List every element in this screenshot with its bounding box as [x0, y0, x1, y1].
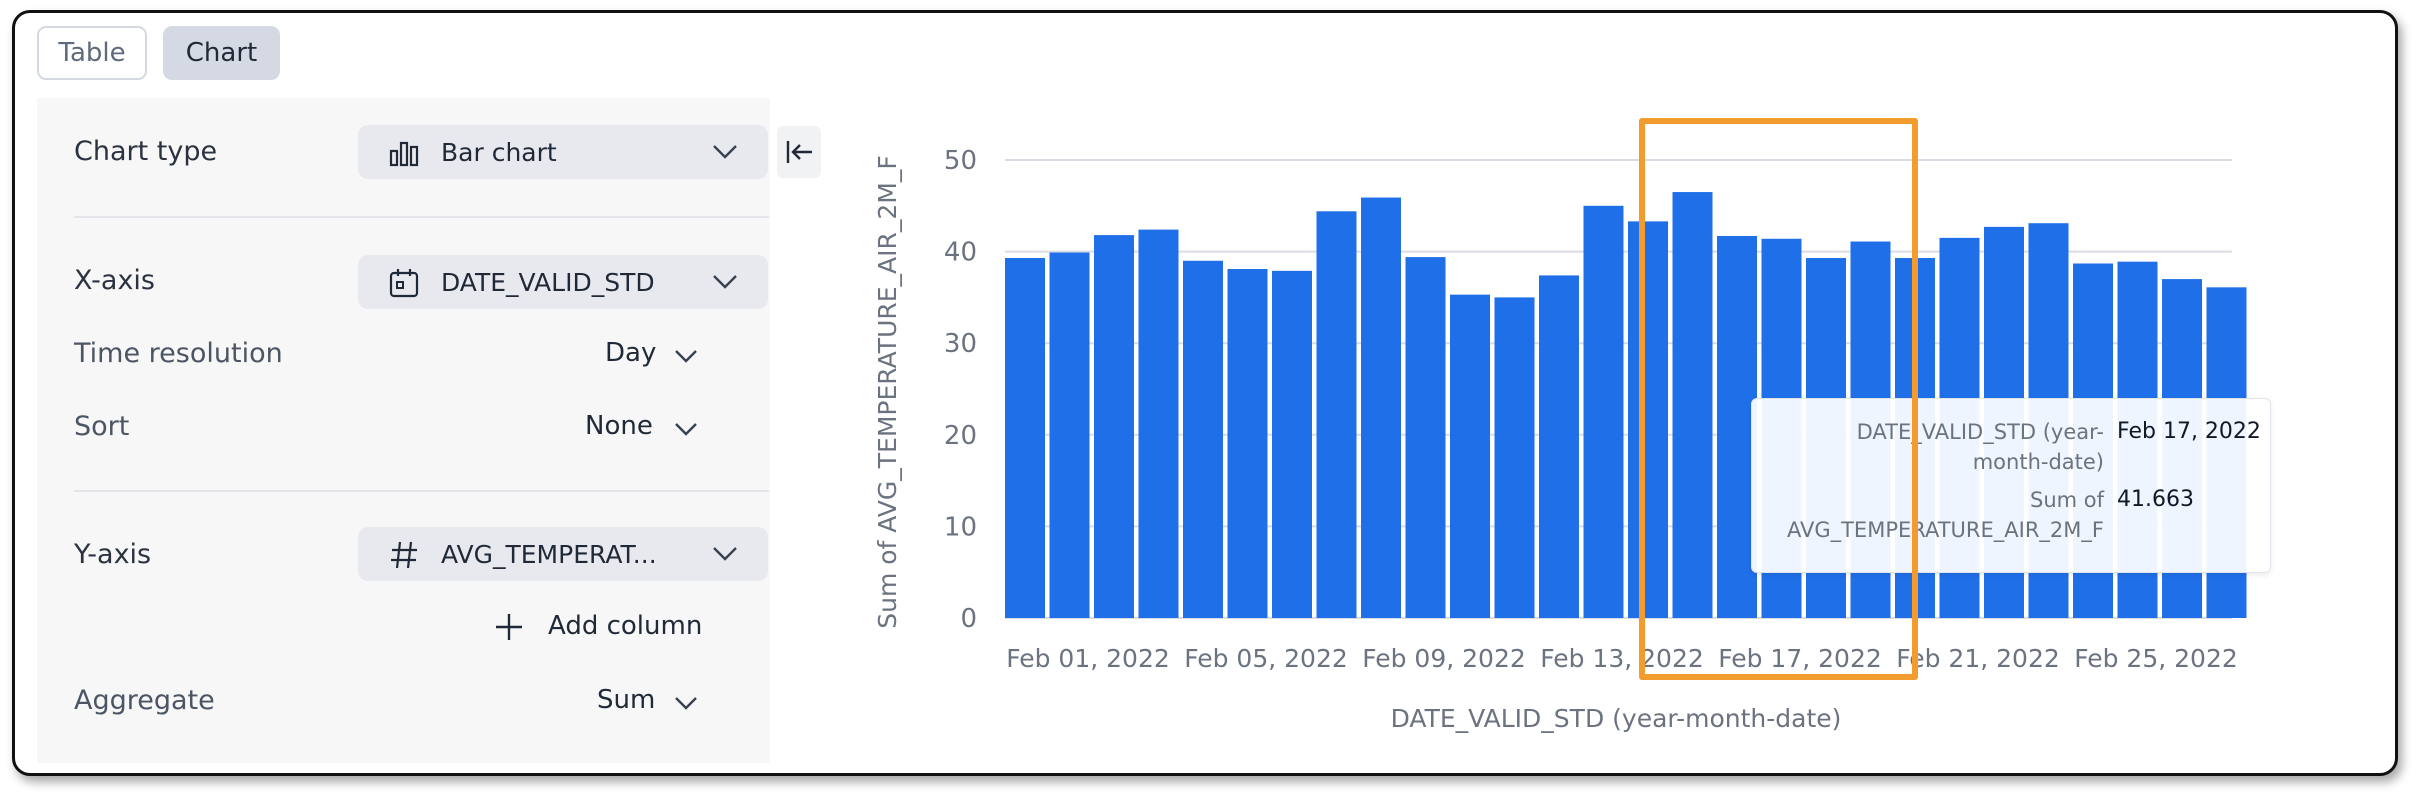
- y-axis-select[interactable]: AVG_TEMPERAT...: [358, 527, 768, 581]
- bar-feb-06-2022[interactable]: [1227, 269, 1268, 618]
- x-axis-label: X-axis: [74, 265, 155, 296]
- x-tick-label: Feb 21, 2022: [1896, 644, 2060, 673]
- bar-feb-04-2022[interactable]: [1138, 229, 1179, 618]
- bar-feb-11-2022[interactable]: [1450, 294, 1490, 618]
- x-tick-label: Feb 09, 2022: [1362, 644, 1526, 673]
- bar-feb-13-2022[interactable]: [1539, 275, 1579, 618]
- sort-value: None: [585, 411, 653, 441]
- bar-feb-07-2022[interactable]: [1272, 270, 1312, 618]
- y-tick-label: 20: [944, 421, 977, 451]
- tab-chart[interactable]: Chart: [163, 26, 280, 80]
- tooltip-key-date: DATE_VALID_STD (year- month-date): [1856, 420, 2104, 474]
- y-tick-label: 40: [944, 238, 977, 268]
- bar-feb-10-2022[interactable]: [1405, 257, 1446, 618]
- bar-feb-02-2022[interactable]: [1049, 252, 1090, 619]
- x-tick-label: Feb 25, 2022: [2074, 644, 2238, 673]
- bar-feb-14-2022[interactable]: [1583, 205, 1624, 619]
- bar-feb-05-2022[interactable]: [1183, 260, 1223, 618]
- x-axis-select[interactable]: DATE_VALID_STD: [358, 255, 768, 309]
- bar-feb-16-2022[interactable]: [1672, 192, 1713, 618]
- x-axis-value: DATE_VALID_STD: [441, 268, 655, 297]
- x-tick-label: Feb 01, 2022: [1006, 644, 1170, 673]
- y-tick-label: 30: [944, 329, 977, 359]
- collapse-panel-button[interactable]: [777, 126, 821, 178]
- x-tick-label: Feb 05, 2022: [1184, 644, 1348, 673]
- aggregate-value: Sum: [597, 685, 656, 715]
- chevron-down-icon: [713, 275, 737, 289]
- y-axis-label: Y-axis: [74, 539, 152, 570]
- bar-feb-09-2022[interactable]: [1361, 197, 1401, 618]
- bar-feb-12-2022[interactable]: [1494, 297, 1535, 618]
- calendar-icon: [389, 269, 419, 298]
- divider: [74, 490, 769, 492]
- y-tick-label: 0: [960, 604, 977, 634]
- x-axis-title: DATE_VALID_STD (year-month-date): [1391, 704, 1842, 733]
- add-column-label: Add column: [548, 611, 703, 641]
- time-resolution-label: Time resolution: [74, 338, 283, 369]
- bar-feb-15-2022[interactable]: [1628, 221, 1668, 618]
- chart-settings-panel: Chart type Bar chart X-axis DATE_VALID_S…: [37, 98, 770, 763]
- y-tick-label: 10: [944, 512, 977, 542]
- chart-tooltip: DATE_VALID_STD (year- month-date) Feb 17…: [1751, 398, 2271, 573]
- sort-label: Sort: [74, 411, 130, 442]
- y-axis-title: Sum of AVG_TEMPERATURE_AIR_2M_F: [873, 155, 902, 629]
- chevron-down-icon: [675, 350, 697, 363]
- chart-type-select[interactable]: Bar chart: [358, 125, 768, 179]
- chevron-down-icon: [713, 145, 737, 159]
- highlight-box: [1639, 118, 1918, 680]
- x-tick-label: Feb 17, 2022: [1718, 644, 1882, 673]
- chevron-down-icon: [675, 423, 697, 436]
- y-tick-label: 50: [944, 146, 977, 176]
- bar-feb-17-2022[interactable]: [1717, 236, 1757, 618]
- divider: [74, 216, 769, 218]
- chevron-down-icon: [675, 697, 697, 710]
- chart-type-value: Bar chart: [441, 138, 557, 167]
- tooltip-key-sum: Sum of AVG_TEMPERATURE_AIR_2M_F: [1786, 488, 2104, 542]
- bar-feb-01-2022[interactable]: [1005, 258, 1045, 618]
- tab-table[interactable]: Table: [37, 26, 147, 80]
- time-resolution-value: Day: [605, 338, 657, 368]
- tooltip-value-sum: 41.663: [2117, 487, 2194, 512]
- aggregate-label: Aggregate: [74, 685, 215, 716]
- chart-type-label: Chart type: [74, 136, 218, 167]
- plus-icon: [496, 614, 522, 640]
- chevron-down-icon: [713, 547, 737, 561]
- tooltip-value-date: Feb 17, 2022: [2117, 419, 2261, 444]
- bar-chart-icon: [389, 141, 419, 167]
- y-axis-value: AVG_TEMPERAT...: [441, 540, 657, 569]
- collapse-left-icon: [786, 141, 812, 163]
- x-tick-label: Feb 13, 2022: [1540, 644, 1704, 673]
- bar-feb-03-2022[interactable]: [1094, 235, 1134, 618]
- hash-icon: [391, 541, 417, 569]
- bar-feb-08-2022[interactable]: [1316, 211, 1357, 618]
